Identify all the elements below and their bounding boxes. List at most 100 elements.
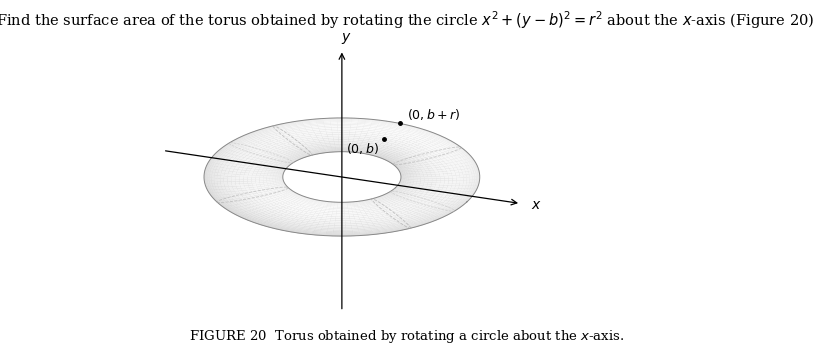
Polygon shape [477,184,479,188]
Polygon shape [228,147,234,150]
Polygon shape [305,152,309,154]
Polygon shape [387,195,390,196]
Polygon shape [340,217,345,218]
Polygon shape [204,169,206,173]
Polygon shape [344,141,348,142]
Polygon shape [374,199,377,200]
Polygon shape [414,175,417,177]
Polygon shape [326,226,334,228]
Polygon shape [440,170,444,172]
Polygon shape [234,213,238,216]
Polygon shape [243,134,248,137]
Polygon shape [309,147,315,149]
Polygon shape [365,231,373,233]
Polygon shape [318,214,323,216]
Polygon shape [302,150,307,152]
Polygon shape [276,126,283,128]
Polygon shape [298,198,302,200]
Polygon shape [332,235,339,236]
Polygon shape [208,168,212,172]
Polygon shape [295,193,299,194]
Polygon shape [339,230,347,231]
Polygon shape [440,136,445,138]
Polygon shape [305,136,312,139]
Polygon shape [408,166,412,168]
Polygon shape [309,201,313,203]
Polygon shape [278,125,285,126]
Polygon shape [224,176,228,179]
Polygon shape [245,196,252,199]
Polygon shape [339,139,344,141]
Polygon shape [378,153,383,154]
Polygon shape [329,210,333,211]
Polygon shape [468,162,472,165]
Polygon shape [469,170,472,173]
Polygon shape [282,174,283,176]
Polygon shape [425,136,431,138]
Polygon shape [278,209,285,212]
Polygon shape [316,148,320,150]
Polygon shape [451,180,456,183]
Polygon shape [212,192,215,195]
Polygon shape [455,180,459,183]
Polygon shape [256,185,260,187]
Polygon shape [407,160,411,163]
Polygon shape [276,149,282,152]
Polygon shape [411,203,418,206]
Polygon shape [316,217,322,219]
Polygon shape [245,158,251,160]
Polygon shape [444,173,449,176]
Polygon shape [376,197,379,199]
Polygon shape [399,127,406,130]
Polygon shape [352,223,358,225]
Polygon shape [293,192,295,193]
Polygon shape [449,168,454,171]
Polygon shape [383,140,390,143]
Polygon shape [316,119,323,120]
Polygon shape [400,171,402,173]
Polygon shape [404,182,407,183]
Polygon shape [277,229,284,230]
Polygon shape [397,187,400,188]
Polygon shape [280,186,283,188]
Polygon shape [478,168,479,172]
Polygon shape [355,133,361,135]
Polygon shape [386,154,390,156]
Polygon shape [305,123,313,125]
Polygon shape [293,125,300,127]
Polygon shape [277,159,282,161]
Polygon shape [264,161,269,164]
Polygon shape [392,142,399,145]
Polygon shape [350,218,355,220]
Polygon shape [290,139,297,142]
Polygon shape [239,209,246,212]
Polygon shape [231,208,237,211]
Polygon shape [231,174,236,177]
Polygon shape [301,131,309,133]
Polygon shape [319,215,325,217]
Polygon shape [273,126,280,129]
Polygon shape [361,235,368,236]
Polygon shape [271,195,277,197]
Polygon shape [397,188,400,189]
Polygon shape [383,123,390,125]
Polygon shape [404,153,410,155]
Polygon shape [345,218,351,220]
Polygon shape [315,228,322,229]
Polygon shape [305,206,311,209]
Polygon shape [212,154,216,157]
Polygon shape [415,154,421,156]
Polygon shape [433,213,440,216]
Polygon shape [350,121,357,123]
Polygon shape [457,172,460,175]
Polygon shape [363,204,368,205]
Polygon shape [303,124,310,125]
Polygon shape [389,156,394,158]
Polygon shape [413,163,418,165]
Polygon shape [284,183,285,184]
Polygon shape [389,196,393,198]
Polygon shape [277,200,282,203]
Polygon shape [478,169,479,172]
Polygon shape [311,136,317,138]
Polygon shape [256,181,260,183]
